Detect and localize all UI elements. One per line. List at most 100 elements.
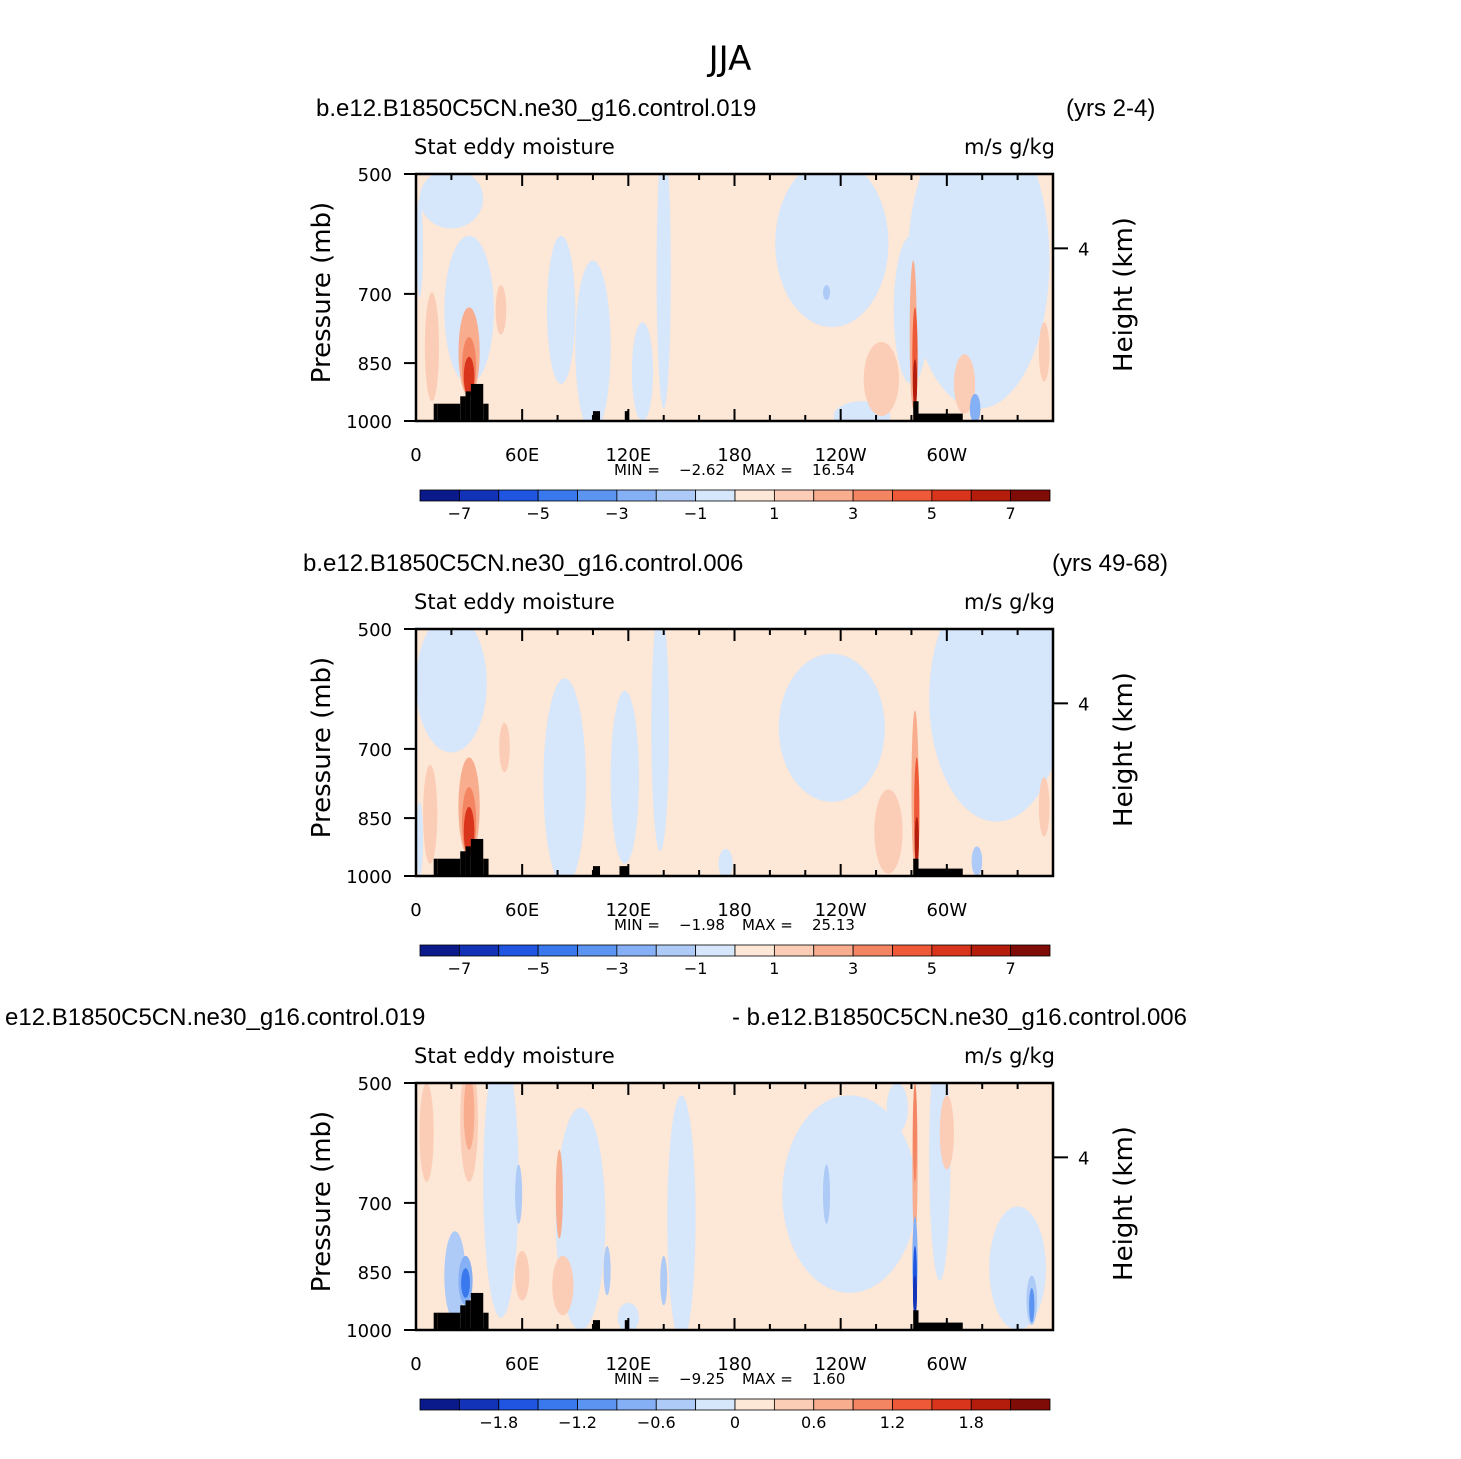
colorbar-swatch bbox=[616, 1398, 657, 1411]
topography bbox=[460, 851, 466, 876]
x-tick-label: 120E bbox=[605, 1354, 651, 1375]
topography bbox=[483, 858, 489, 876]
contour-region bbox=[483, 1083, 519, 1318]
colorbar-swatch bbox=[655, 944, 697, 957]
x-tick-label: 120W bbox=[815, 1354, 867, 1375]
x-tick-label: 60E bbox=[505, 445, 539, 466]
colorbar-swatch bbox=[931, 489, 972, 502]
y-tick-label: 850 bbox=[358, 1263, 392, 1284]
colorbar-swatch bbox=[537, 489, 578, 502]
contour-region bbox=[953, 354, 976, 414]
panel-title-left: e12.B1850C5CN.ne30_g16.control.019 bbox=[5, 1004, 425, 1031]
colorbar-swatch bbox=[892, 944, 933, 957]
colorbar-swatch bbox=[734, 1398, 775, 1411]
x-tick-label: 0 bbox=[410, 445, 421, 466]
contour-region bbox=[416, 801, 424, 876]
y-tick-label: 500 bbox=[358, 1074, 392, 1095]
y-tick-label: 700 bbox=[358, 740, 392, 761]
colorbar-label: 1.8 bbox=[959, 1413, 984, 1432]
topography bbox=[465, 846, 471, 876]
max-value: 1.60 bbox=[812, 1370, 845, 1388]
contour-region bbox=[929, 629, 1053, 822]
contour-region bbox=[543, 678, 586, 876]
colorbar-label: −7 bbox=[448, 504, 472, 523]
panel-subtitle-left: Stat eddy moisture bbox=[414, 1044, 615, 1068]
max-value: 16.54 bbox=[812, 461, 855, 479]
colorbar-swatch bbox=[419, 1398, 460, 1411]
y-axis-label: Pressure (mb) bbox=[307, 657, 337, 838]
x-tick-label: 180 bbox=[717, 445, 751, 466]
contour-region bbox=[822, 285, 831, 300]
field bbox=[416, 174, 1053, 421]
contour-region bbox=[575, 260, 611, 421]
colorbar-swatch bbox=[498, 944, 539, 957]
y-right-tick-label: 4 bbox=[1078, 239, 1089, 260]
contour-region bbox=[782, 1095, 917, 1293]
colorbar-label: −5 bbox=[526, 959, 550, 978]
contour-region bbox=[914, 816, 919, 867]
contour-region bbox=[874, 789, 903, 874]
contour-region bbox=[631, 322, 654, 421]
min-value: −2.62 bbox=[679, 461, 725, 479]
contour-region bbox=[416, 629, 487, 753]
contour-region bbox=[718, 848, 733, 876]
y-tick-label: 1000 bbox=[346, 1321, 392, 1342]
topography bbox=[592, 866, 601, 876]
topography bbox=[437, 858, 461, 876]
topography bbox=[465, 391, 471, 421]
colorbar-label: 5 bbox=[927, 959, 937, 978]
y-right-axis-label: Height (km) bbox=[1109, 672, 1139, 827]
contour-region bbox=[463, 1083, 475, 1150]
colorbar-swatch bbox=[1010, 944, 1051, 957]
colorbar-label: 7 bbox=[1006, 959, 1016, 978]
contour-region bbox=[617, 1302, 639, 1330]
topography bbox=[624, 1320, 629, 1330]
topography bbox=[460, 1305, 466, 1330]
contour-region bbox=[555, 1149, 563, 1239]
topography bbox=[465, 1300, 471, 1330]
colorbar-swatch bbox=[1010, 1398, 1051, 1411]
colorbar-label: −5 bbox=[526, 504, 550, 523]
contour-region bbox=[603, 1246, 611, 1296]
contour-region bbox=[499, 722, 510, 773]
topography bbox=[592, 411, 601, 421]
max-label: MAX = bbox=[742, 916, 793, 934]
contour-region bbox=[912, 1275, 917, 1316]
panel-3: e12.B1850C5CN.ne30_g16.control.019 - b.e1… bbox=[5, 1004, 1187, 1432]
panel-subtitle-right: m/s g/kg bbox=[964, 590, 1055, 614]
colorbar-label: 7 bbox=[1006, 504, 1016, 523]
x-tick-label: 60W bbox=[926, 900, 967, 921]
y-right-tick-label: 4 bbox=[1078, 694, 1089, 715]
contour-region bbox=[651, 629, 670, 852]
colorbar-swatch bbox=[970, 1398, 1012, 1411]
x-tick-label: 60E bbox=[505, 1354, 539, 1375]
contour-region bbox=[424, 292, 440, 402]
figure-title: JJA bbox=[707, 39, 752, 79]
colorbar-swatch bbox=[931, 1398, 972, 1411]
panel-2: b.e12.B1850C5CN.ne30_g16.control.006 (yrs… bbox=[303, 550, 1168, 978]
colorbar-swatch bbox=[852, 944, 893, 957]
topography bbox=[470, 383, 484, 421]
colorbar-swatch bbox=[458, 1398, 500, 1411]
contour-region bbox=[778, 653, 885, 802]
x-tick-label: 180 bbox=[717, 900, 751, 921]
colorbar-swatch bbox=[970, 944, 1012, 957]
x-tick-label: 120W bbox=[815, 900, 867, 921]
contour-region bbox=[515, 1164, 523, 1224]
colorbar-swatch bbox=[695, 489, 736, 502]
contour-region bbox=[416, 198, 424, 298]
colorbar-swatch bbox=[852, 1398, 893, 1411]
contour-region bbox=[419, 1083, 434, 1182]
colorbar-swatch bbox=[734, 944, 775, 957]
colorbar-label: 5 bbox=[927, 504, 937, 523]
colorbar-swatch bbox=[577, 944, 618, 957]
y-right-axis-label: Height (km) bbox=[1109, 1126, 1139, 1281]
colorbar-swatch bbox=[458, 489, 500, 502]
min-label: MIN = bbox=[614, 916, 660, 934]
topography bbox=[433, 858, 438, 876]
colorbar-swatch bbox=[458, 944, 500, 957]
topography bbox=[913, 1310, 919, 1330]
min-value: −9.25 bbox=[679, 1370, 725, 1388]
contour-region bbox=[546, 235, 576, 384]
topography bbox=[913, 858, 919, 876]
